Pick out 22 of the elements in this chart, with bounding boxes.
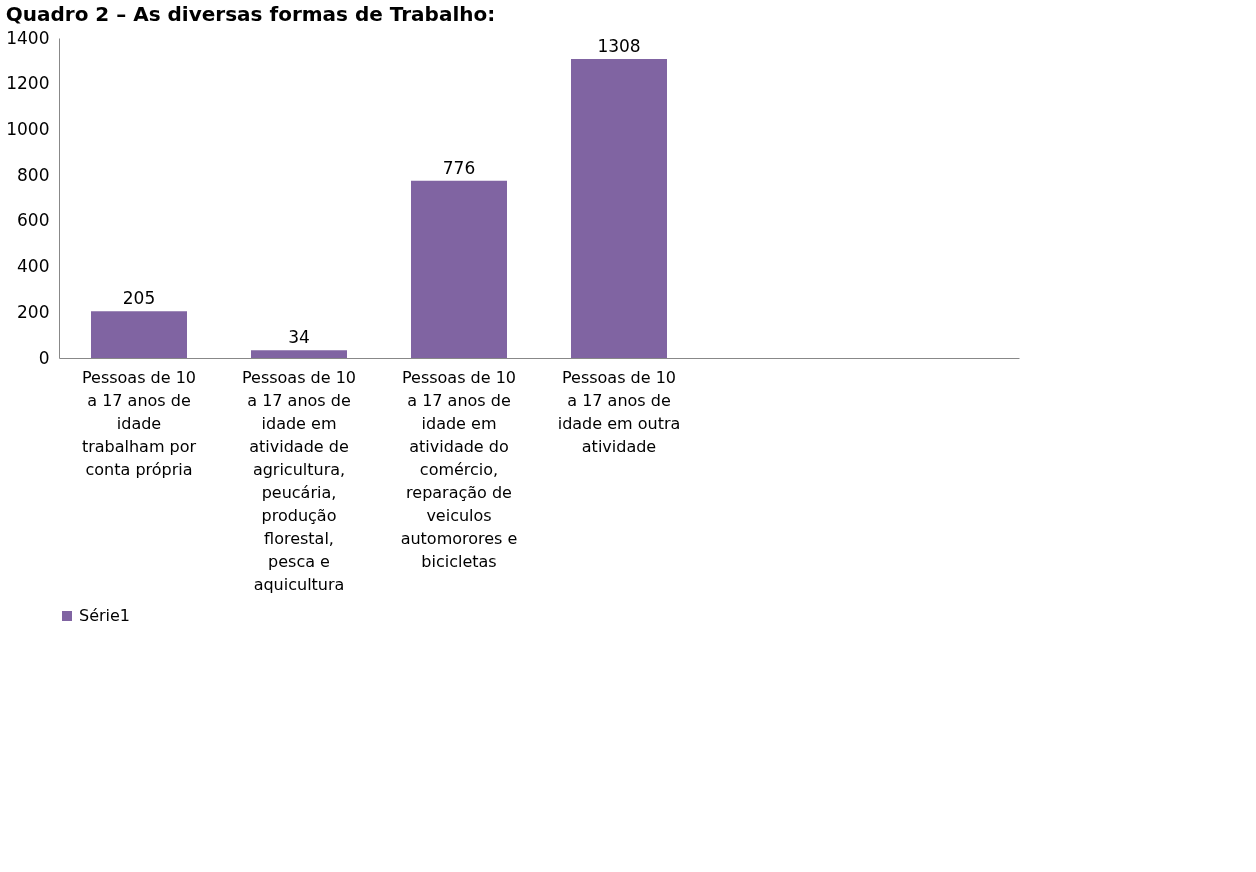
- category-label: Pessoas de 10 a 17 anos de idade em atividade de agricultura, peucária, produção florestal, pesca e aquicultura: [241, 368, 357, 594]
- chart-title: Quadro 2 – As diversas formas de Trabalho:: [5, 2, 496, 26]
- y-tick-label: 0: [38, 347, 50, 368]
- y-tick-label: 800: [17, 164, 50, 185]
- y-tick-label: 1200: [6, 73, 50, 94]
- bar: [411, 180, 507, 358]
- y-tick-label: 400: [17, 256, 50, 277]
- y-tick-label: 200: [17, 301, 50, 322]
- bar: [251, 350, 347, 358]
- y-tick-label: 1000: [6, 118, 50, 139]
- x-tick-label: Pessoas de 10 a 17 anos de idade em outra atividade: [557, 368, 681, 456]
- category-label: Pessoas de 10 a 17 anos de idade em atividade do comércio, reparação de veiculos automorores e bicicletas: [400, 368, 518, 571]
- bar: [91, 311, 187, 358]
- data-label: 34: [288, 327, 310, 348]
- y-tick-label: 600: [17, 210, 50, 231]
- x-tick-label: Pessoas de 10 a 17 anos de idade trabalham por conta própria: [81, 368, 197, 479]
- legend-label: Série1: [79, 606, 131, 625]
- bar: [571, 59, 667, 358]
- data-label: 1308: [597, 36, 641, 57]
- y-tick-label: 1400: [6, 27, 50, 48]
- data-label: 205: [122, 288, 156, 309]
- data-label: 776: [442, 157, 476, 178]
